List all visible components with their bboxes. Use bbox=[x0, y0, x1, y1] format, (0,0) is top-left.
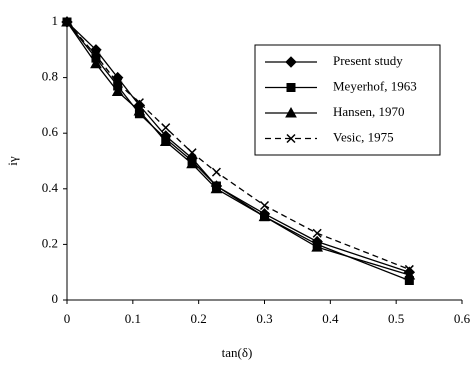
marker bbox=[403, 268, 416, 280]
legend-marker bbox=[286, 83, 296, 92]
marker bbox=[187, 148, 197, 158]
series-line bbox=[66, 21, 410, 273]
marker bbox=[133, 104, 146, 116]
marker bbox=[311, 241, 324, 252]
y-tick-label: 0.2 bbox=[42, 235, 58, 250]
x-tick-label: 0 bbox=[64, 311, 71, 326]
legend-label: Meyerhof, 1963 bbox=[333, 78, 417, 93]
marker bbox=[91, 50, 101, 60]
legend-label: Vesic, 1975 bbox=[333, 129, 394, 144]
y-tick-label: 0 bbox=[52, 291, 59, 306]
x-tick-label: 0.6 bbox=[454, 311, 471, 326]
marker bbox=[312, 228, 322, 238]
marker bbox=[90, 57, 102, 69]
series-line bbox=[66, 21, 410, 276]
y-tick-label: 1 bbox=[52, 13, 59, 28]
marker bbox=[259, 200, 270, 211]
legend-label: Hansen, 1970 bbox=[333, 104, 405, 119]
marker bbox=[159, 135, 172, 147]
y-axis-label: iγ bbox=[5, 156, 20, 166]
y-tick-label: 0.4 bbox=[42, 180, 59, 195]
x-axis-label: tan(δ) bbox=[222, 345, 253, 360]
series-line bbox=[66, 21, 410, 271]
series-line bbox=[66, 21, 410, 282]
legend-marker bbox=[285, 106, 297, 118]
x-tick-label: 0.5 bbox=[388, 311, 404, 326]
x-tick-label: 0.3 bbox=[256, 311, 272, 326]
x-tick-label: 0.4 bbox=[322, 311, 339, 326]
marker bbox=[62, 17, 72, 27]
y-tick-label: 0.6 bbox=[42, 124, 59, 139]
x-tick-label: 0.1 bbox=[125, 311, 141, 326]
marker bbox=[404, 264, 414, 274]
legend-marker bbox=[286, 133, 296, 144]
marker bbox=[134, 98, 144, 108]
marker bbox=[210, 182, 223, 194]
legend-label: Present study bbox=[333, 53, 403, 68]
marker bbox=[186, 157, 198, 169]
marker bbox=[111, 85, 124, 96]
x-tick-label: 0.2 bbox=[191, 311, 207, 326]
marker bbox=[113, 78, 123, 88]
legend-marker bbox=[285, 56, 297, 68]
legend-box bbox=[254, 44, 441, 156]
marker bbox=[161, 123, 171, 133]
y-tick-label: 0.8 bbox=[42, 69, 58, 84]
marker bbox=[258, 210, 271, 222]
marker bbox=[211, 167, 221, 177]
